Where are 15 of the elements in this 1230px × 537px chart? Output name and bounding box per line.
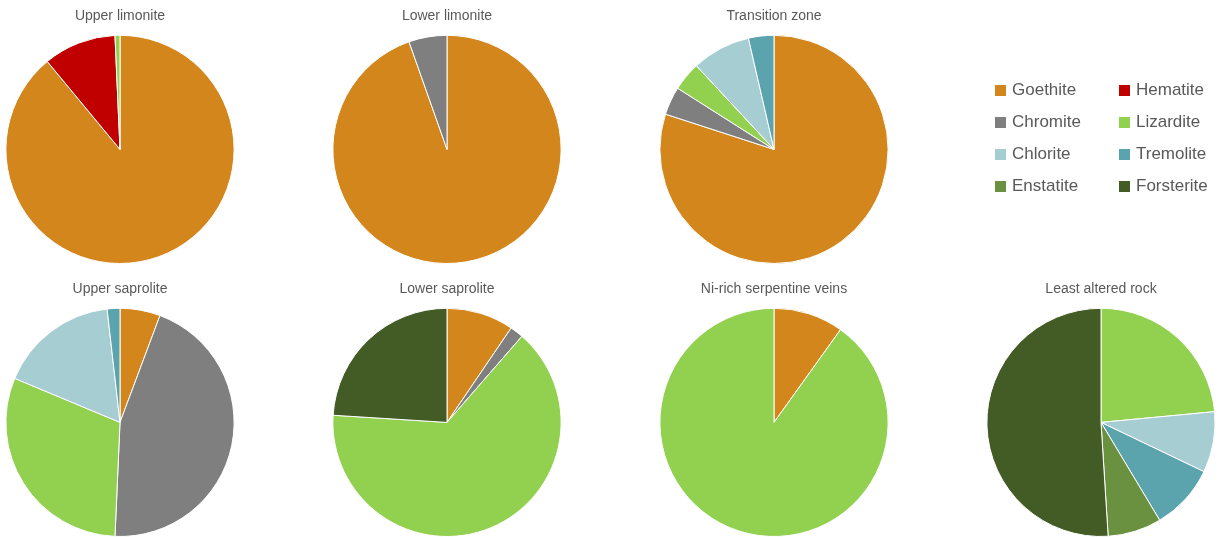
chart-title: Least altered rock	[1045, 280, 1158, 297]
legend-label: Chromite	[1012, 112, 1081, 132]
legend-label: Hematite	[1136, 80, 1205, 100]
chart-title: Ni-rich serpentine veins	[700, 280, 848, 297]
legend-label: Chlorite	[1012, 144, 1071, 164]
legend-label: Tremolite	[1136, 144, 1207, 164]
legend-label: Forsterite	[1136, 176, 1208, 196]
chart-title: Lower limonite	[401, 7, 493, 24]
chart-title: Transition zone	[726, 7, 822, 24]
legend-label: Lizardite	[1136, 112, 1201, 132]
legend-label: Enstatite	[1012, 176, 1079, 196]
legend-label: Goethite	[1012, 80, 1077, 100]
chart-title: Upper limonite	[74, 7, 166, 24]
chart-title: Lower saprolite	[399, 280, 495, 297]
chart-title: Upper saprolite	[72, 280, 168, 297]
